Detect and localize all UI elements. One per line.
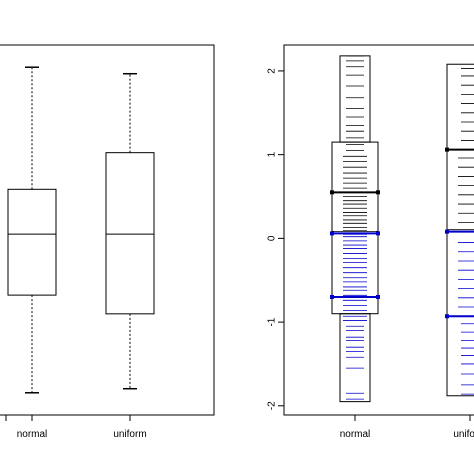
x-tick-label: normal (340, 429, 371, 440)
y-tick-label: 0 (267, 235, 278, 241)
q3-marker-left (330, 190, 334, 195)
median-marker-right (376, 231, 380, 236)
bean-envelope (331, 141, 379, 315)
y-tick-label: 1 (267, 151, 278, 157)
median-marker-left (330, 231, 334, 236)
q1-marker-left (330, 294, 334, 299)
y-tick-label: -1 (267, 317, 278, 326)
bean-uniform (445, 63, 474, 397)
plot-frame (283, 44, 474, 416)
q3-marker-left (445, 147, 449, 152)
beanplot-panel: -2 -1 0 1 2 normal uniform (267, 44, 474, 440)
box-uniform (105, 72, 155, 390)
box-normal (7, 66, 57, 394)
q3-marker-right (376, 190, 380, 195)
x-tick-label: uniform (113, 429, 146, 440)
iqr-box (7, 188, 57, 296)
iqr-box (105, 152, 155, 315)
bean-normal (330, 55, 380, 403)
y-tick-label: 2 (267, 68, 278, 74)
boxplot-panel: normal uniform (0, 44, 215, 440)
median-marker-left (445, 229, 449, 234)
y-tick-label: -2 (267, 401, 278, 410)
bean-upper-tail (339, 55, 371, 143)
q1-marker-left (445, 314, 449, 319)
x-tick-label: uniform (453, 429, 474, 440)
bean-lower-tail (339, 313, 371, 403)
plot-frame (0, 44, 215, 416)
x-tick-label: normal (17, 429, 48, 440)
q1-marker-right (376, 294, 380, 299)
